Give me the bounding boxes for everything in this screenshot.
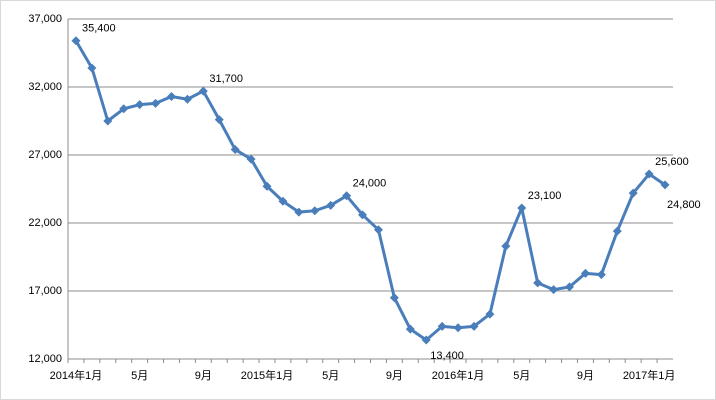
y-tick-label: 27,000	[28, 149, 62, 161]
marker	[294, 207, 304, 217]
marker	[485, 309, 495, 319]
x-tick-label: 2015年1月	[241, 368, 294, 382]
marker	[103, 116, 113, 126]
marker	[405, 324, 415, 334]
marker	[453, 323, 463, 333]
marker	[628, 188, 638, 198]
marker	[119, 104, 129, 114]
marker	[565, 282, 575, 292]
marker	[182, 94, 192, 104]
marker	[437, 321, 447, 331]
marker	[87, 63, 97, 73]
marker	[580, 268, 590, 278]
data-label: 13,400	[430, 350, 464, 362]
marker	[549, 285, 559, 295]
marker	[135, 100, 145, 110]
marker	[166, 92, 176, 102]
marker	[262, 181, 272, 191]
x-tick-label: 9月	[195, 370, 212, 382]
marker	[533, 278, 543, 288]
marker	[326, 200, 336, 210]
x-tick-label: 5月	[513, 370, 530, 382]
data-label: 25,600	[655, 156, 689, 168]
y-tick-label: 37,000	[28, 13, 62, 25]
marker	[660, 180, 670, 190]
marker	[214, 115, 224, 125]
x-tick-label: 2014年1月	[50, 368, 103, 382]
marker	[71, 36, 81, 46]
x-tick-label: 2016年1月	[432, 368, 485, 382]
data-label: 23,100	[528, 190, 562, 202]
y-tick-label: 32,000	[28, 81, 62, 93]
data-label: 24,800	[667, 199, 701, 211]
marker	[373, 225, 383, 235]
marker	[596, 270, 606, 280]
marker	[198, 86, 208, 96]
data-label: 24,000	[353, 178, 387, 190]
x-tick-label: 2017年1月	[623, 368, 676, 382]
y-tick-label: 12,000	[28, 353, 62, 365]
marker	[342, 191, 352, 201]
y-tick-label: 17,000	[28, 285, 62, 297]
marker	[389, 293, 399, 303]
data-label: 35,400	[82, 23, 116, 35]
data-label: 31,700	[209, 73, 243, 85]
marker	[310, 206, 320, 216]
marker	[278, 196, 288, 206]
marker	[421, 335, 431, 345]
marker	[612, 226, 622, 236]
marker	[644, 169, 654, 179]
x-tick-label: 9月	[386, 370, 403, 382]
x-tick-label: 5月	[131, 370, 148, 382]
marker	[358, 210, 368, 220]
x-tick-label: 5月	[322, 370, 339, 382]
x-tick-label: 9月	[577, 370, 594, 382]
marker	[517, 203, 527, 213]
marker	[151, 98, 161, 108]
marker	[469, 321, 479, 331]
marker	[501, 241, 511, 251]
marker	[230, 145, 240, 155]
y-tick-label: 22,000	[28, 217, 62, 229]
marker	[246, 154, 256, 164]
